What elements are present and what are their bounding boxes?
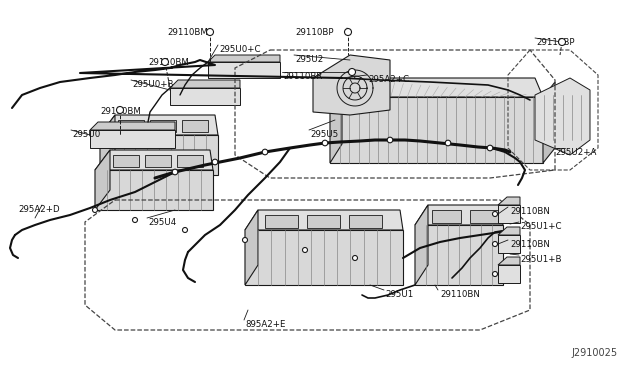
Polygon shape	[498, 197, 520, 205]
Circle shape	[132, 218, 138, 222]
Circle shape	[207, 29, 214, 35]
Text: 29110BN: 29110BN	[510, 207, 550, 216]
Polygon shape	[170, 80, 240, 88]
Polygon shape	[95, 170, 213, 210]
Circle shape	[493, 272, 497, 276]
Polygon shape	[90, 130, 175, 148]
Circle shape	[487, 145, 493, 151]
Polygon shape	[543, 82, 555, 163]
Text: 29110BP: 29110BP	[295, 28, 333, 37]
Text: 295U0+B: 295U0+B	[132, 80, 173, 89]
Circle shape	[493, 241, 497, 247]
Circle shape	[93, 208, 97, 212]
Circle shape	[161, 58, 168, 65]
Circle shape	[445, 140, 451, 146]
Polygon shape	[498, 257, 520, 265]
Polygon shape	[95, 150, 213, 170]
Polygon shape	[245, 210, 258, 285]
Text: 895A2+E: 895A2+E	[245, 320, 285, 329]
Polygon shape	[432, 210, 461, 223]
Text: 29110BM: 29110BM	[148, 58, 189, 67]
Text: 295A2+C: 295A2+C	[368, 75, 409, 84]
Circle shape	[303, 247, 307, 253]
Polygon shape	[118, 120, 144, 132]
Polygon shape	[245, 210, 403, 230]
Polygon shape	[307, 215, 340, 228]
Polygon shape	[535, 78, 590, 155]
Polygon shape	[498, 265, 520, 283]
Polygon shape	[330, 97, 543, 163]
Polygon shape	[349, 215, 382, 228]
Circle shape	[116, 106, 124, 113]
Text: 295U5: 295U5	[310, 130, 339, 139]
Polygon shape	[145, 155, 171, 167]
Text: 295U1+B: 295U1+B	[520, 255, 561, 264]
Polygon shape	[100, 135, 218, 175]
Circle shape	[182, 228, 188, 232]
Polygon shape	[170, 88, 240, 105]
Polygon shape	[313, 55, 390, 115]
Circle shape	[353, 256, 358, 260]
Circle shape	[212, 159, 218, 165]
Polygon shape	[415, 205, 503, 225]
Text: 29110BN: 29110BN	[510, 240, 550, 249]
Polygon shape	[90, 122, 175, 130]
Text: 29110BP: 29110BP	[536, 38, 575, 47]
Circle shape	[344, 29, 351, 35]
Polygon shape	[415, 225, 503, 285]
Text: 29110BM: 29110BM	[167, 28, 208, 37]
Text: J2910025: J2910025	[572, 348, 618, 358]
Circle shape	[262, 149, 268, 155]
Polygon shape	[330, 78, 543, 97]
Text: 295U2: 295U2	[295, 55, 323, 64]
Text: 295U0+C: 295U0+C	[219, 45, 260, 54]
Circle shape	[559, 38, 566, 45]
Circle shape	[172, 169, 178, 175]
Polygon shape	[265, 215, 298, 228]
Polygon shape	[498, 227, 520, 235]
Polygon shape	[208, 62, 280, 78]
Polygon shape	[330, 78, 342, 163]
Text: 295U1: 295U1	[385, 290, 413, 299]
Polygon shape	[177, 155, 203, 167]
Polygon shape	[470, 210, 499, 223]
Polygon shape	[498, 235, 520, 253]
Text: 29110BM: 29110BM	[100, 107, 141, 116]
Polygon shape	[245, 230, 403, 285]
Circle shape	[349, 68, 355, 76]
Polygon shape	[100, 115, 115, 175]
Circle shape	[243, 237, 248, 243]
Text: 295U2+A: 295U2+A	[555, 148, 596, 157]
Polygon shape	[100, 115, 218, 135]
Text: 29110BN: 29110BN	[440, 290, 480, 299]
Circle shape	[387, 137, 393, 143]
Polygon shape	[498, 205, 520, 223]
Text: 295U1+C: 295U1+C	[520, 222, 561, 231]
Polygon shape	[415, 205, 428, 285]
Polygon shape	[150, 120, 176, 132]
Circle shape	[493, 212, 497, 217]
Polygon shape	[95, 150, 110, 210]
Text: 295U0: 295U0	[72, 130, 100, 139]
Polygon shape	[113, 155, 139, 167]
Text: 295U4: 295U4	[148, 218, 176, 227]
Circle shape	[322, 140, 328, 146]
Polygon shape	[182, 120, 208, 132]
Text: 29110BR: 29110BR	[283, 72, 323, 81]
Polygon shape	[208, 55, 280, 62]
Text: 295A2+D: 295A2+D	[18, 205, 60, 214]
